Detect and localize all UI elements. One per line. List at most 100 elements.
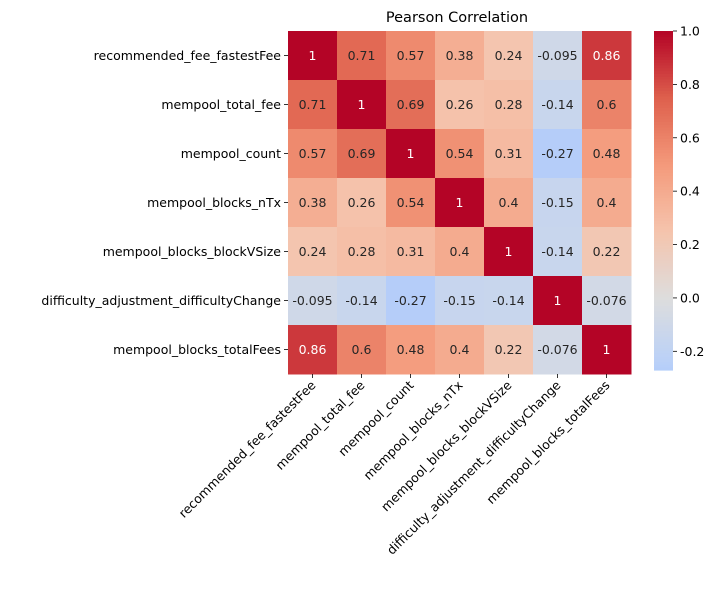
cell-value-label: -0.14 (345, 293, 377, 308)
cell-value-label: 0.71 (299, 97, 327, 112)
cell-value-label: 0.4 (450, 244, 470, 259)
colorbar-segment (654, 50, 673, 55)
colorbar-segment (654, 273, 673, 278)
colorbar-segment (654, 132, 673, 137)
colorbar-tick-label: 0.8 (680, 77, 700, 92)
heatmap-cell (582, 178, 632, 228)
colorbar-segment (654, 115, 673, 120)
cell-value-label: -0.076 (537, 342, 577, 357)
colorbar-tick-label: 0.2 (680, 237, 700, 252)
colorbar-segment (654, 121, 673, 125)
colorbar-segment (654, 310, 673, 315)
colorbar-segment (654, 197, 673, 202)
colorbar-segment (654, 98, 673, 103)
heatmap-cell (533, 80, 583, 130)
y-tick-label: mempool_total_fee (161, 97, 281, 112)
colorbar-tick-label: 1.0 (680, 24, 700, 39)
colorbar-segment (654, 146, 673, 151)
heatmap-cell (435, 276, 485, 326)
colorbar-segment (654, 141, 673, 145)
heatmap-cell (337, 325, 387, 375)
heatmap-cell (386, 325, 436, 375)
colorbar-segment (654, 135, 673, 139)
colorbar-segment (654, 336, 673, 340)
y-tick-label: difficulty_adjustment_difficultyChange (41, 293, 281, 308)
cell-value-label: 0.48 (397, 342, 425, 357)
colorbar-segment (654, 180, 673, 185)
cell-value-label: -0.14 (492, 293, 524, 308)
cell-value-label: -0.27 (541, 146, 573, 161)
heatmap-cell (582, 80, 632, 130)
colorbar-segment (654, 70, 673, 74)
heatmap-cell (484, 31, 534, 81)
colorbar-tick-label: 0.0 (680, 290, 700, 305)
colorbar-segment (654, 175, 673, 179)
colorbar-segment (654, 231, 673, 235)
cell-value-label: 0.6 (597, 97, 617, 112)
heatmap-cell (337, 276, 387, 326)
colorbar-segment (654, 192, 673, 196)
colorbar-segment (654, 90, 673, 94)
colorbar-segment (654, 56, 673, 60)
cell-value-label: 1 (554, 293, 562, 308)
cell-value-label: -0.15 (541, 195, 573, 210)
colorbar-segment (654, 172, 673, 176)
colorbar-segment (654, 223, 673, 227)
heatmap-cell (288, 178, 338, 228)
heatmap-cell (435, 178, 485, 228)
heatmap-cell (582, 227, 632, 277)
colorbar-segment (654, 265, 673, 269)
colorbar-segment (654, 358, 673, 363)
heatmap-cell (435, 227, 485, 277)
colorbar-segment (654, 31, 673, 35)
colorbar-segment (654, 350, 673, 354)
heatmap-cell (386, 80, 436, 130)
colorbar-segment (654, 262, 673, 267)
cell-value-label: 1 (603, 342, 611, 357)
colorbar-segment (654, 302, 673, 306)
colorbar-segment (654, 59, 673, 63)
heatmap-cell (484, 178, 534, 228)
colorbar-segment (654, 127, 673, 131)
cell-value-label: 0.38 (299, 195, 327, 210)
y-tick-label: mempool_blocks_blockVSize (103, 244, 282, 259)
heatmap-cell (533, 178, 583, 228)
colorbar-segment (654, 313, 673, 317)
cell-value-label: 1 (309, 48, 317, 63)
colorbar-segment (654, 324, 673, 329)
colorbar-segment (654, 254, 673, 258)
cell-value-label: 0.6 (352, 342, 372, 357)
cell-value-label: 0.69 (397, 97, 425, 112)
colorbar-segment (654, 194, 673, 199)
colorbar-segment (654, 124, 673, 128)
colorbar-segment (654, 64, 673, 69)
y-tick-label: mempool_blocks_totalFees (113, 342, 281, 357)
colorbar-segment (654, 338, 673, 343)
heatmap-cell (435, 80, 485, 130)
heatmap-cell (288, 325, 338, 375)
colorbar-segment (654, 138, 673, 142)
y-tick-label: mempool_blocks_nTx (147, 195, 281, 210)
y-tick-label: mempool_count (181, 146, 281, 161)
colorbar-segment (654, 152, 673, 156)
colorbar-segment (654, 240, 673, 244)
cell-value-label: -0.095 (292, 293, 332, 308)
cell-value-label: 0.28 (348, 244, 376, 259)
colorbar-segment (654, 276, 673, 281)
heatmap-cell (386, 31, 436, 81)
heatmap-cell (337, 178, 387, 228)
colorbar-segment (654, 305, 673, 309)
colorbar-segment (654, 158, 673, 162)
colorbar-segment (654, 177, 673, 182)
colorbar-segment (654, 282, 673, 286)
cell-value-label: -0.076 (586, 293, 626, 308)
colorbar-segment (654, 330, 673, 334)
heatmap-cell (582, 325, 632, 375)
colorbar-segment (654, 160, 673, 165)
heatmap-cell (484, 80, 534, 130)
heatmap-cell (288, 276, 338, 326)
colorbar-segment (654, 307, 673, 312)
cell-value-label: 0.54 (397, 195, 425, 210)
colorbar-segment (654, 62, 673, 66)
